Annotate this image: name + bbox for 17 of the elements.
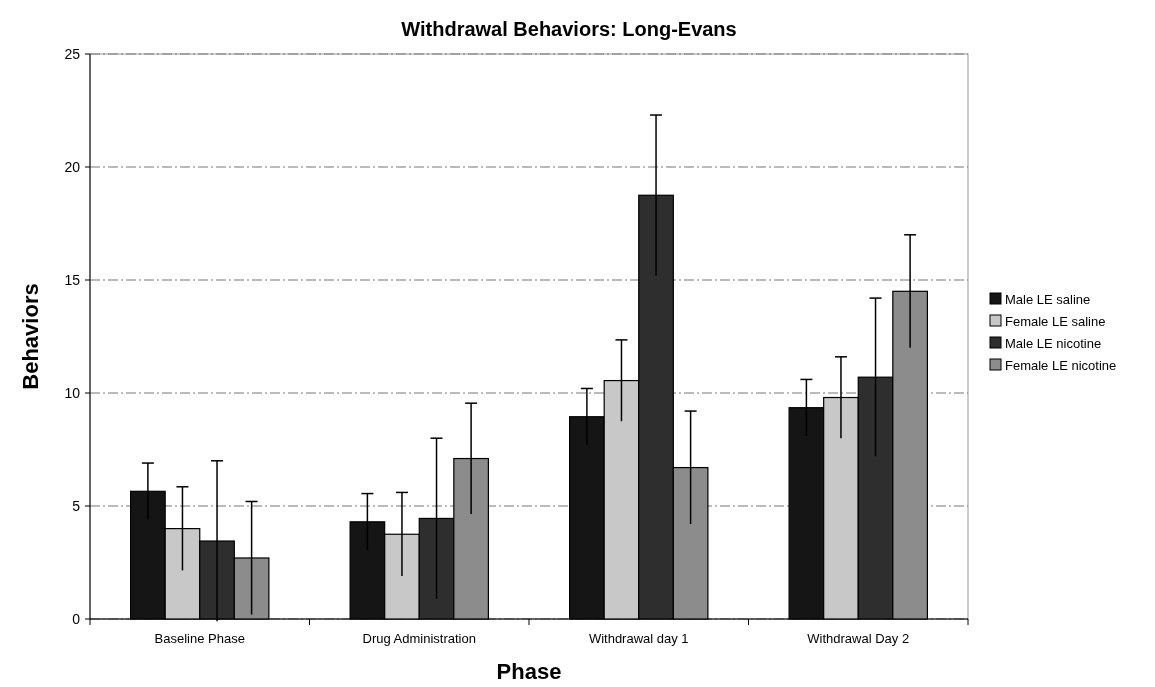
legend-label: Female LE saline: [1005, 313, 1106, 329]
y-tick-label: 25: [64, 45, 81, 62]
y-tick-label: 15: [64, 271, 81, 288]
y-tick-label: 0: [72, 610, 81, 627]
legend-label: Male LE saline: [1005, 291, 1091, 307]
x-tick-label: Withdrawal Day 2: [807, 631, 910, 646]
y-tick-label: 5: [72, 497, 81, 514]
chart-title: Withdrawal Behaviors: Long-Evans: [401, 18, 737, 40]
x-tick-label: Baseline Phase: [154, 631, 245, 646]
y-tick-label: 20: [64, 158, 81, 175]
legend-label: Male LE nicotine: [1005, 335, 1102, 351]
x-tick-label: Withdrawal day 1: [588, 631, 689, 646]
y-axis-title: Behaviors: [18, 283, 43, 390]
x-tick-label: Drug Administration: [362, 631, 476, 646]
legend-label: Female LE nicotine: [1005, 357, 1117, 373]
y-tick-label: 10: [64, 384, 81, 401]
x-axis-title: Phase: [496, 659, 562, 684]
